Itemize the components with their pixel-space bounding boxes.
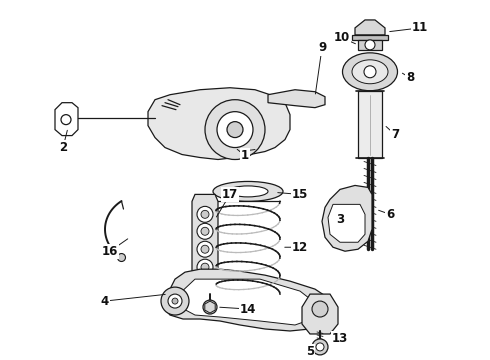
Circle shape [316, 343, 324, 351]
Polygon shape [358, 91, 382, 158]
Circle shape [203, 300, 217, 314]
Circle shape [365, 40, 375, 50]
Polygon shape [178, 279, 318, 325]
Circle shape [161, 287, 189, 315]
Text: 15: 15 [292, 188, 308, 201]
Circle shape [197, 241, 213, 257]
Text: 5: 5 [306, 345, 314, 359]
Circle shape [227, 122, 243, 138]
Circle shape [317, 302, 327, 312]
Ellipse shape [352, 60, 388, 84]
Circle shape [312, 297, 332, 317]
Circle shape [168, 294, 182, 308]
Ellipse shape [228, 186, 268, 197]
Polygon shape [328, 204, 365, 242]
Text: 2: 2 [59, 141, 67, 154]
Circle shape [197, 206, 213, 222]
Polygon shape [148, 88, 290, 159]
Polygon shape [322, 185, 372, 251]
Circle shape [201, 263, 209, 271]
Polygon shape [355, 20, 385, 35]
Circle shape [201, 280, 209, 288]
Circle shape [172, 298, 178, 304]
Text: 3: 3 [336, 213, 344, 226]
Text: 6: 6 [386, 208, 394, 221]
Polygon shape [352, 35, 388, 40]
Text: 9: 9 [318, 41, 326, 54]
Polygon shape [302, 294, 338, 334]
Text: 12: 12 [292, 241, 308, 254]
Circle shape [197, 223, 213, 239]
Circle shape [312, 301, 328, 317]
Polygon shape [358, 40, 382, 50]
Polygon shape [192, 194, 218, 301]
Text: 11: 11 [412, 21, 428, 35]
Ellipse shape [213, 181, 283, 201]
Text: 16: 16 [102, 245, 118, 258]
Text: 7: 7 [391, 128, 399, 141]
Circle shape [364, 66, 376, 78]
Circle shape [201, 210, 209, 218]
Text: 1: 1 [241, 149, 249, 162]
Circle shape [201, 227, 209, 235]
Text: 8: 8 [406, 71, 414, 84]
Text: 17: 17 [222, 188, 238, 201]
Circle shape [197, 259, 213, 275]
Text: 13: 13 [332, 332, 348, 346]
Circle shape [201, 245, 209, 253]
Ellipse shape [343, 53, 397, 91]
Circle shape [205, 100, 265, 159]
Polygon shape [162, 269, 332, 331]
Circle shape [197, 276, 213, 292]
Circle shape [118, 253, 125, 261]
Circle shape [217, 112, 253, 148]
Text: 14: 14 [240, 302, 256, 316]
Circle shape [312, 339, 328, 355]
Text: 10: 10 [334, 31, 350, 44]
Text: 4: 4 [101, 294, 109, 307]
Polygon shape [268, 90, 325, 108]
